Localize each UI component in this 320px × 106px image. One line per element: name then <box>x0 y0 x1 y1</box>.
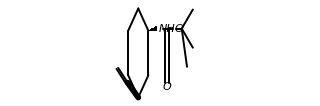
Text: NH: NH <box>159 24 175 34</box>
Text: O: O <box>163 82 171 92</box>
Text: O: O <box>174 24 183 34</box>
